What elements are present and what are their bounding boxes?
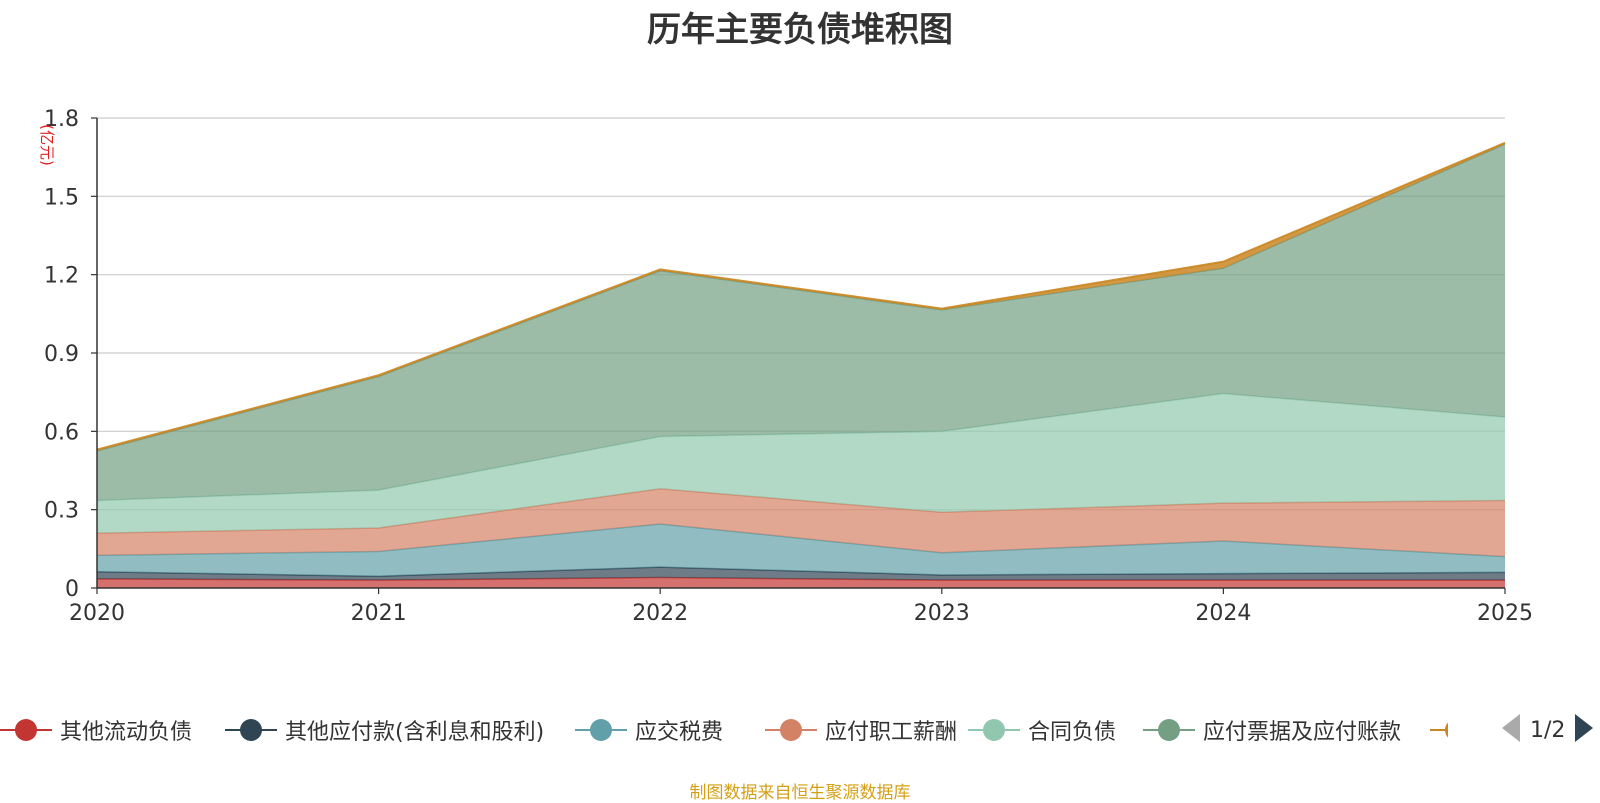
x-tick-label: 2020: [69, 601, 125, 626]
legend-marker-icon: [0, 718, 52, 742]
legend-label: 应付票据及应付账款: [1203, 720, 1402, 745]
y-tick-label: 1.2: [44, 264, 79, 289]
source-note: 制图数据来自恒生聚源数据库: [689, 783, 911, 803]
area-series-2: [97, 524, 1505, 577]
legend-item-0[interactable]: 其他流动负债: [0, 710, 192, 750]
legend-prev-page-icon[interactable]: [1500, 713, 1522, 747]
x-tick-label: 2025: [1477, 601, 1533, 626]
legend-item-2[interactable]: 应交税费: [575, 710, 723, 750]
y-tick-label: 1.5: [44, 185, 79, 210]
y-tick-label: 0.6: [44, 420, 79, 445]
legend-item-6[interactable]: 其他: [1430, 710, 1448, 750]
legend: 其他流动负债 其他应付款(含利息和股利) 应交税费 应付职工薪酬 合同负债 应付票据及应付…: [0, 710, 1600, 750]
x-tick-label: 2021: [351, 601, 407, 626]
legend-page-indicator: 1/2: [1530, 717, 1566, 743]
y-axis-unit-label: (亿元): [38, 124, 56, 166]
y-tick-label: 0.9: [44, 342, 79, 367]
area-series-5: [97, 144, 1505, 501]
area-series-4: [97, 393, 1505, 534]
area-series-layer: [96, 141, 1506, 588]
legend-item-3[interactable]: 应付职工薪酬: [765, 710, 957, 750]
chart-area: 0 0.3 0.6 0.9 1.2 1.5 1.8 2020 2021 2022 2023 2024 2…: [38, 107, 1533, 626]
legend-item-4[interactable]: 合同负债: [968, 710, 1116, 750]
axes: 0 0.3 0.6 0.9 1.2 1.5 1.8 2020 2021 2022 2023 2024 2…: [44, 107, 1533, 626]
legend-label: 应付职工薪酬: [825, 720, 958, 745]
x-tick-label: 2024: [1195, 601, 1251, 626]
legend-label: 其他流动负债: [60, 720, 193, 745]
legend-item-5[interactable]: 应付票据及应付账款: [1143, 710, 1401, 750]
legend-label: 应交税费: [635, 720, 724, 745]
y-tick-label: 1.8: [44, 107, 79, 132]
x-tick-label: 2023: [914, 601, 970, 626]
area-series-1: [97, 567, 1505, 581]
chart-title: 历年主要负债堆积图: [647, 10, 953, 50]
legend-pager: 1/2: [1500, 712, 1600, 748]
legend-next-page-icon[interactable]: [1573, 713, 1595, 747]
legend-label: 合同负债: [1028, 720, 1117, 745]
legend-marker-icon: [968, 718, 1020, 742]
x-tick-label: 2022: [632, 601, 688, 626]
legend-item-1[interactable]: 其他应付款(含利息和股利): [225, 710, 544, 750]
y-tick-label: 0.3: [44, 499, 79, 524]
legend-marker-icon: [1143, 718, 1195, 742]
legend-marker-icon: [1430, 718, 1448, 742]
y-tick-label: 0: [65, 577, 79, 602]
legend-marker-icon: [575, 718, 627, 742]
legend-label: 其他应付款(含利息和股利): [285, 720, 545, 745]
legend-marker-icon: [765, 718, 817, 742]
area-series-line-6: [96, 141, 1506, 451]
legend-marker-icon: [225, 718, 277, 742]
